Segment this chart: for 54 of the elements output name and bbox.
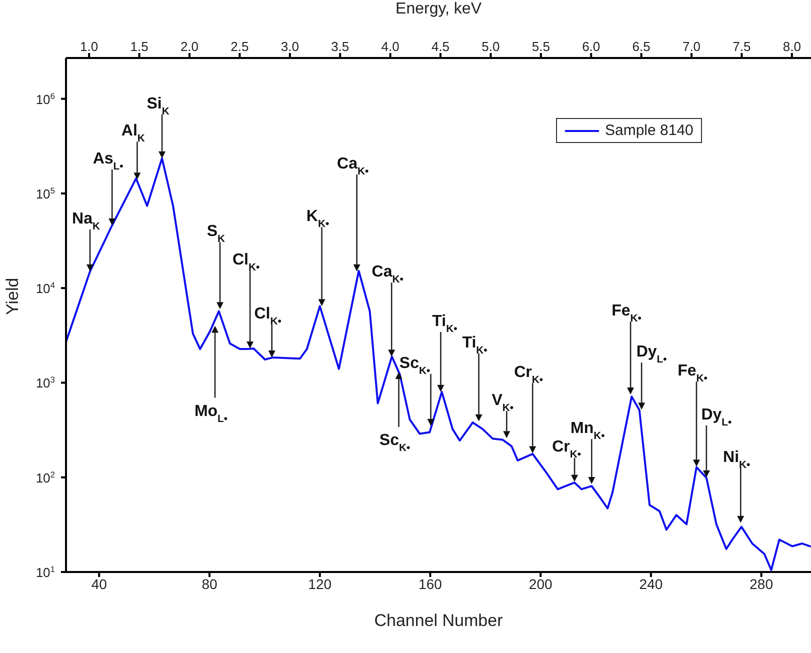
- y-tick-label: 10$^{4}$: [36, 280, 56, 296]
- x2-tick-label: 3.5: [331, 39, 350, 54]
- x-tick-label: 160: [418, 576, 442, 592]
- annotation: K$_{K•}$: [306, 208, 330, 230]
- annotation: Fe$_{K•}$: [612, 302, 642, 324]
- annotation: As$_{L•}$: [92, 150, 124, 172]
- annotation: S$_{K}$: [206, 223, 226, 245]
- annotation: Ti$_{K•}$: [462, 334, 488, 356]
- x2-tick-label: 8.0: [782, 39, 801, 54]
- annotation: V$_{K•}$: [492, 392, 514, 414]
- x2-tick-label: 6.5: [632, 39, 650, 54]
- x2-tick-label: 4.0: [381, 39, 400, 54]
- annotation: Mo$_{L•}$: [194, 402, 228, 424]
- x-tick-label: 200: [528, 576, 552, 592]
- annotation: Fe$_{K•}$: [678, 362, 708, 384]
- annotation: Ti$_{K•}$: [432, 312, 458, 334]
- annotation: Ni$_{K•}$: [723, 448, 751, 470]
- y-tick-label: 10$^{5}$: [36, 185, 56, 202]
- x2-tick-label: 5.0: [482, 39, 500, 54]
- legend-label: Sample 8140: [605, 122, 694, 139]
- x2-axis-title: Energy, keV: [396, 0, 482, 18]
- x2-tick-label: 4.5: [431, 39, 450, 54]
- annotation: Ca$_{K•}$: [337, 155, 369, 177]
- x-tick-label: 280: [750, 576, 774, 592]
- x2-tick-label: 1.0: [80, 39, 98, 54]
- y-axis-title: Yield: [3, 278, 22, 315]
- annotation: Cr$_{K•}$: [514, 364, 544, 386]
- x2-tick-label: 2.0: [180, 39, 199, 54]
- x2-tick-label: 3.0: [280, 39, 299, 54]
- annotation: Na$_{K}$: [72, 210, 100, 232]
- y-tick-label: 10$^{3}$: [36, 374, 56, 391]
- x-tick-label: 240: [639, 576, 663, 592]
- annotation: Cl$_{K•}$: [232, 251, 260, 273]
- annotation: Sc$_{K•}$: [399, 354, 430, 376]
- annotation: Al$_{K}$: [121, 122, 146, 144]
- y-tick-label: 10$^{6}$: [36, 90, 56, 107]
- x2-tick-label: 2.5: [230, 39, 249, 54]
- x-tick-label: 80: [202, 576, 218, 592]
- annotation: Ca$_{K•}$: [372, 264, 404, 286]
- x2-tick-label: 1.5: [130, 39, 148, 54]
- x2-tick-label: 7.5: [732, 39, 751, 54]
- annotation: Sc$_{K•}$: [379, 432, 410, 454]
- x2-tick-label: 6.0: [582, 39, 600, 54]
- x2-tick-label: 5.5: [532, 39, 550, 54]
- annotation: Si$_{K}$: [146, 95, 170, 117]
- y-tick-label: 10$^{1}$: [36, 564, 56, 580]
- x2-tick-label: 7.0: [682, 39, 701, 54]
- y-tick-label: 10$^{2}$: [36, 469, 56, 486]
- x-axis-title: Channel Number: [374, 611, 504, 630]
- annotation: Cl$_{K•}$: [254, 305, 282, 327]
- annotation: Dy$_{L•}$: [636, 344, 668, 366]
- annotation: Dy$_{L•}$: [701, 406, 732, 428]
- x-tick-label: 40: [91, 576, 108, 592]
- x-tick-label: 120: [308, 576, 332, 592]
